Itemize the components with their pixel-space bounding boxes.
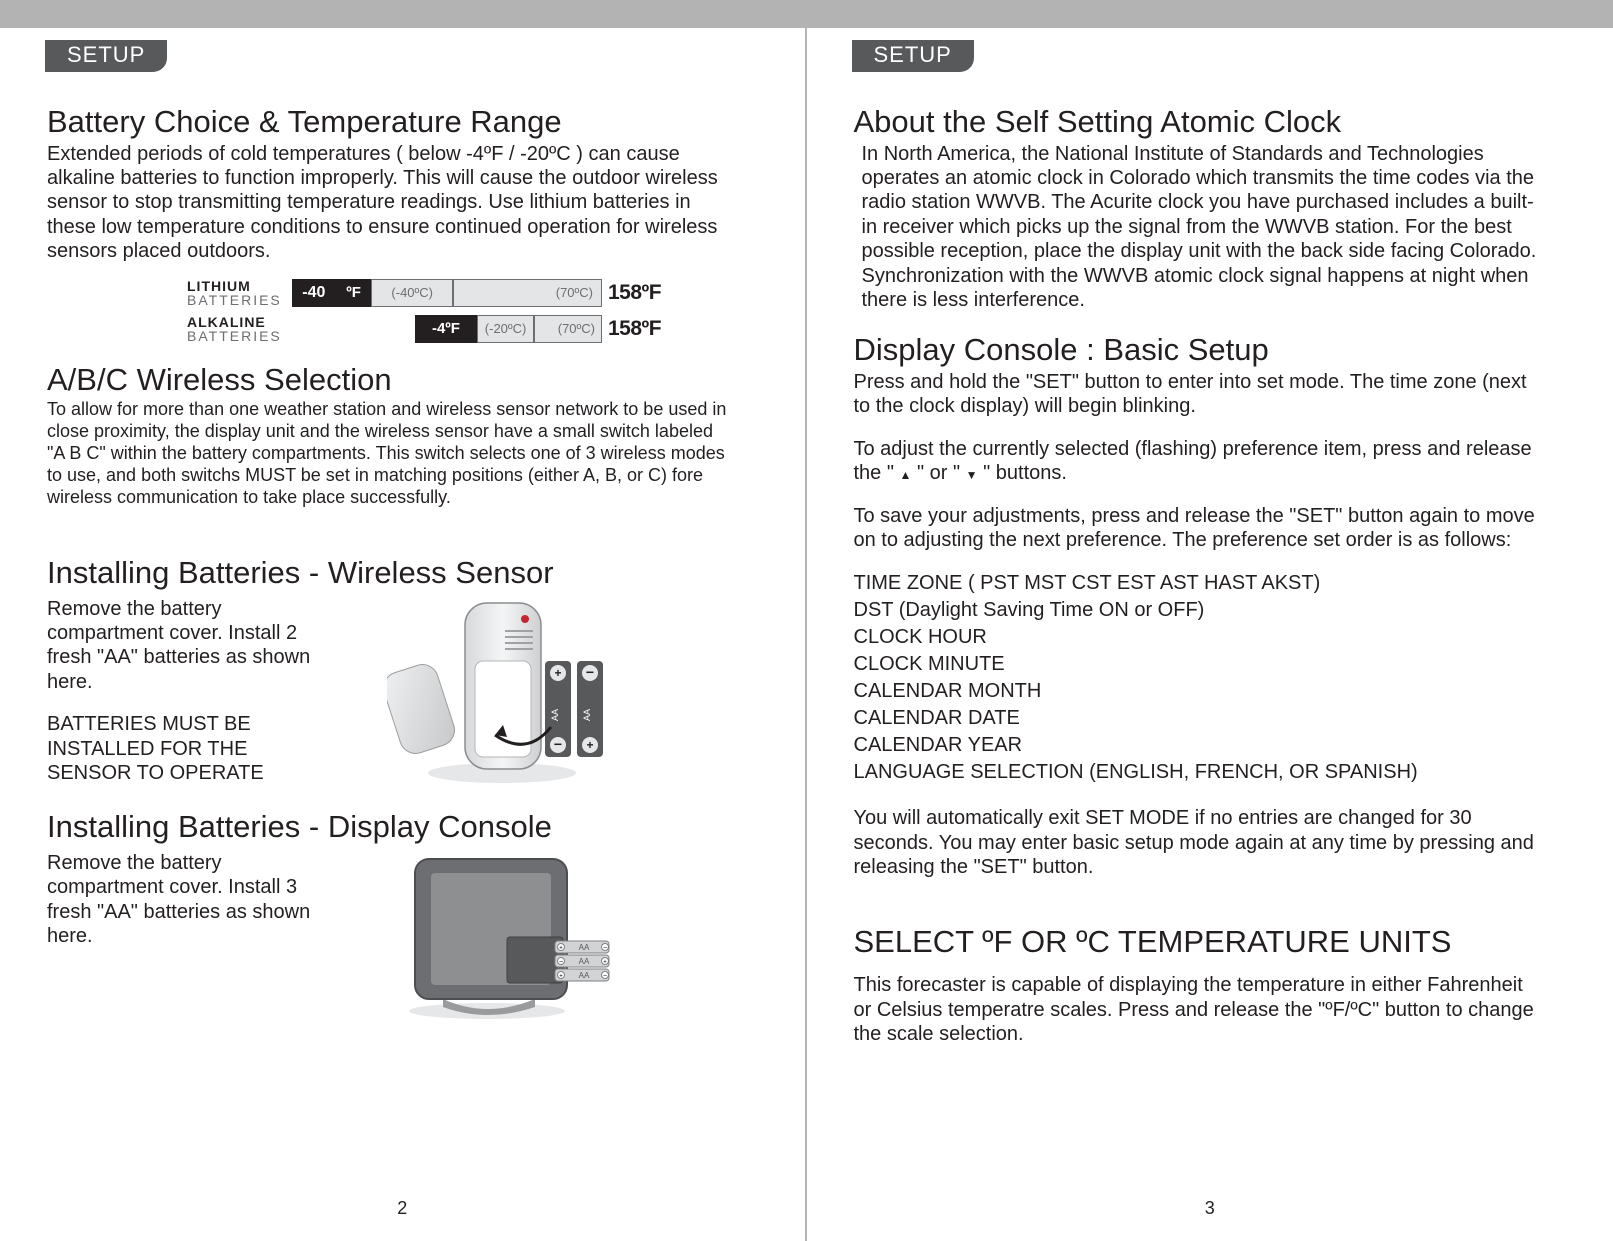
up-arrow-icon: ▲	[900, 468, 912, 482]
sensor-illustration: + − − + AA AA	[387, 597, 617, 787]
para-basic-1: Press and hold the "SET" button to enter…	[854, 370, 1544, 419]
pref-month: CALENDAR MONTH	[854, 678, 1544, 705]
svg-text:AA: AA	[579, 957, 590, 966]
battery-range-chart: LITHIUM BATTERIES -40 ºF (-40ºC) (70ºC) …	[187, 278, 735, 344]
alk-low-c: (-20ºC)	[477, 315, 535, 343]
lith-high-c: (70ºC)	[453, 279, 602, 307]
down-arrow-icon: ▼	[966, 468, 978, 482]
setup-tab-right: SETUP	[852, 40, 974, 72]
page-left: SETUP Battery Choice & Temperature Range…	[0, 0, 807, 1241]
para-console: Remove the battery compartment cover. In…	[47, 851, 327, 949]
para-basic-2: To adjust the currently selected (flashi…	[854, 437, 1544, 486]
svg-text:−: −	[554, 736, 562, 752]
heading-basic-setup: Display Console : Basic Setup	[854, 332, 1544, 368]
basic2-c: " buttons.	[983, 462, 1067, 484]
svg-text:AA: AA	[550, 709, 560, 721]
svg-text:+: +	[586, 738, 593, 752]
pref-dst: DST (Daylight Saving Time ON or OFF)	[854, 597, 1544, 624]
basic2-b: " or "	[917, 462, 960, 484]
lith-low: -40	[302, 284, 325, 302]
alk-high-c: (70ºC)	[534, 315, 602, 343]
pref-language: LANGUAGE SELECTION (ENGLISH, FRENCH, OR …	[854, 759, 1544, 786]
para-sensor-2: BATTERIES MUST BE INSTALLED FOR THE SENS…	[47, 712, 327, 785]
pref-year: CALENDAR YEAR	[854, 732, 1544, 759]
svg-text:AA: AA	[579, 943, 590, 952]
console-illustration: AA AA AA + − − + + −	[387, 851, 617, 1021]
pref-minute: CLOCK MINUTE	[854, 651, 1544, 678]
row-lithium: LITHIUM BATTERIES -40 ºF (-40ºC) (70ºC) …	[187, 278, 735, 308]
para-basic-4: You will automatically exit SET MODE if …	[854, 806, 1544, 879]
lith-high: 158ºF	[602, 281, 661, 305]
para-sensor-1: Remove the battery compartment cover. In…	[47, 597, 327, 695]
page-number-right: 3	[807, 1198, 1613, 1219]
pref-date: CALENDAR DATE	[854, 705, 1544, 732]
pref-timezone: TIME ZONE ( PST MST CST EST AST HAST AKS…	[854, 570, 1544, 597]
svg-text:AA: AA	[579, 971, 590, 980]
heading-atomic: About the Self Setting Atomic Clock	[854, 104, 1544, 140]
preference-order-list: TIME ZONE ( PST MST CST EST AST HAST AKS…	[854, 570, 1544, 786]
alk-low: -4ºF	[415, 315, 477, 343]
svg-text:AA: AA	[582, 709, 592, 721]
svg-text:+: +	[603, 960, 607, 966]
heading-abc: A/B/C Wireless Selection	[47, 362, 735, 398]
page-right: SETUP About the Self Setting Atomic Cloc…	[807, 0, 1613, 1241]
para-basic-3: To save your adjustments, press and rele…	[854, 504, 1544, 553]
lith-low-unit: ºF	[336, 279, 372, 307]
svg-text:−: −	[603, 945, 607, 952]
para-abc: To allow for more than one weather stati…	[47, 399, 735, 509]
heading-install-console: Installing Batteries - Display Console	[47, 809, 735, 845]
svg-text:−: −	[559, 959, 563, 966]
svg-text:+: +	[559, 946, 563, 952]
alk-high: 158ºF	[602, 317, 661, 341]
svg-text:+: +	[554, 666, 561, 680]
para-atomic: In North America, the National Institute…	[854, 142, 1544, 313]
heading-temp-units: SELECT ºF OR ºC TEMPERATURE UNITS	[854, 924, 1544, 960]
pref-hour: CLOCK HOUR	[854, 624, 1544, 651]
para-temp-units: This forecaster is capable of displaying…	[854, 973, 1544, 1046]
svg-text:+: +	[559, 974, 563, 980]
svg-text:−: −	[603, 973, 607, 980]
page-number-left: 2	[0, 1198, 805, 1219]
para-battery-choice: Extended periods of cold temperatures ( …	[47, 142, 735, 264]
lith-low-c: (-40ºC)	[371, 279, 452, 307]
heading-battery-choice: Battery Choice & Temperature Range	[47, 104, 735, 140]
label-alk-2: BATTERIES	[187, 328, 292, 344]
setup-tab-left: SETUP	[45, 40, 167, 72]
heading-install-sensor: Installing Batteries - Wireless Sensor	[47, 555, 735, 591]
label-lithium-2: BATTERIES	[187, 292, 292, 308]
row-alkaline: ALKALINE BATTERIES -4ºF (-20ºC) (70ºC) 1…	[187, 314, 735, 344]
svg-text:−: −	[586, 664, 594, 680]
